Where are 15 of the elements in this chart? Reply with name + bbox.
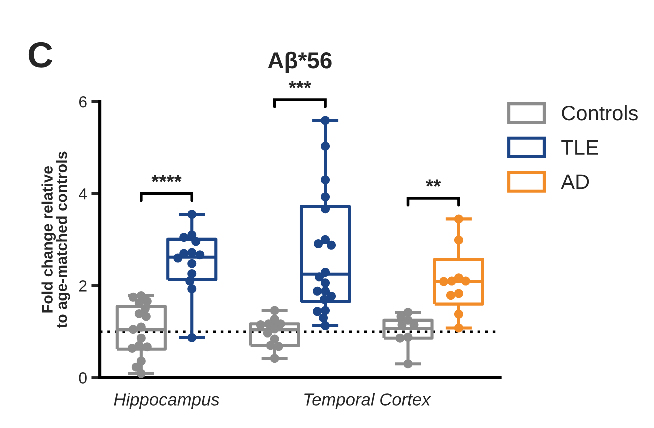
y-tick-label: 4 bbox=[79, 188, 88, 200]
annotation: **** bbox=[152, 175, 182, 182]
legend-label: TLE bbox=[562, 140, 598, 155]
chart-title: Aβ*56 bbox=[268, 52, 332, 74]
text: Hippocampus bbox=[114, 393, 220, 410]
y-axis-title: Fold change relative to age-matched controls bbox=[42, 152, 70, 328]
text: C bbox=[28, 42, 53, 68]
y-tick-label: 6 bbox=[79, 96, 87, 108]
y-tick-label: 2 bbox=[79, 280, 87, 292]
annotation: ** bbox=[426, 180, 442, 187]
text: *** bbox=[288, 81, 312, 88]
y-tick-label: 0 bbox=[79, 372, 87, 384]
text: Temporal Cortex bbox=[304, 393, 432, 410]
legend-label: Controls bbox=[562, 105, 638, 121]
legend-label: AD bbox=[561, 174, 590, 190]
